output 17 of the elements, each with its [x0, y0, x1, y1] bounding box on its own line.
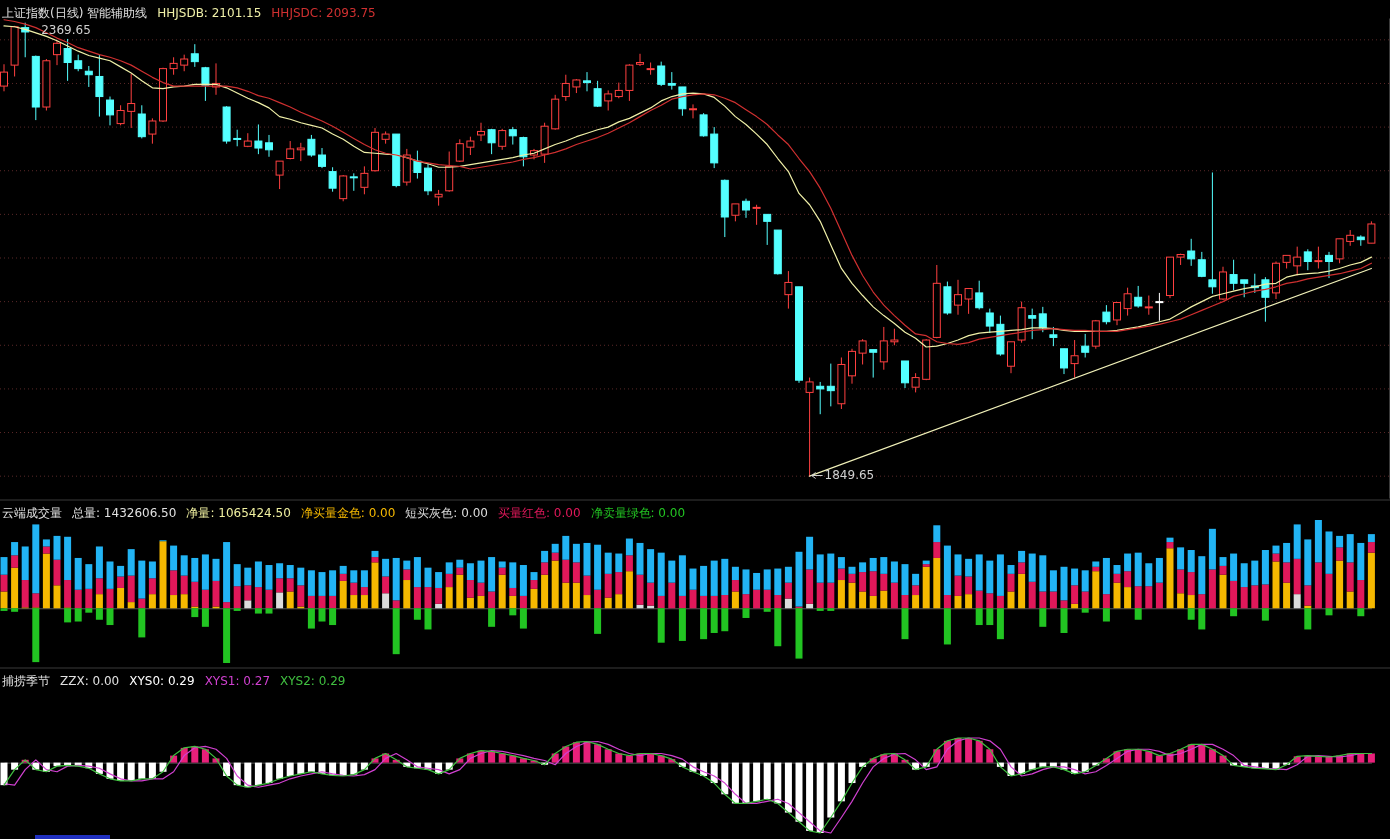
annotation: 1849.65: [824, 467, 875, 482]
text: ZZX: 0.00: [60, 673, 120, 688]
annotation: 2369.65: [41, 23, 91, 38]
chart-title: 上证指数(日线) 智能辅助线: [2, 5, 148, 20]
annotation: 净量: 1065424.50: [186, 505, 291, 520]
text: 净卖量绿色: 0.00: [590, 505, 686, 520]
text: HHJSDB: 2101.15: [157, 5, 262, 20]
text: 短买灰色: 0.00: [405, 505, 488, 520]
text: XYS1: 0.27: [204, 673, 271, 688]
chart-title: 捕捞季节: [2, 673, 50, 688]
chart-title: 云端成交量: [2, 505, 62, 520]
text: XYS0: 0.29: [129, 673, 195, 688]
annotation: 总量: 1432606.50: [71, 505, 177, 520]
text: 净买量金色: 0.00: [300, 505, 396, 520]
text: HHJSDC: 2093.75: [271, 5, 376, 20]
text: XYS2: 0.29: [280, 673, 346, 688]
text: 买量红色: 0.00: [497, 505, 581, 520]
